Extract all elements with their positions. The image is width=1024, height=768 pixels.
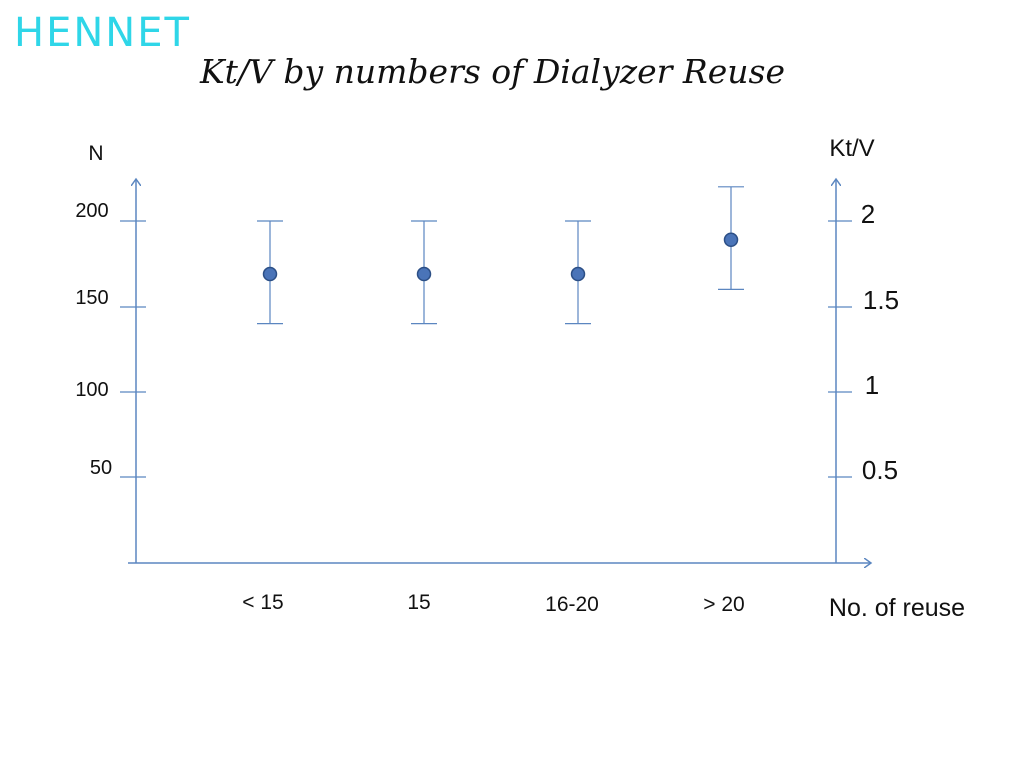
chart-title: Kt/V by numbers of Dialyzer Reuse [200, 52, 785, 91]
right-tick-label: 1.5 [863, 285, 899, 315]
data-point [723, 232, 739, 248]
category-label: < 15 [242, 591, 283, 614]
left-tick-label: 200 [75, 200, 108, 222]
left-axis-label: N [88, 142, 103, 165]
left-tick-label: 100 [75, 379, 108, 401]
right-tick-label: 1 [865, 370, 879, 400]
left-axis-ticks: 200 150 100 50 [75, 200, 146, 479]
right-axis-label: Kt/V [829, 135, 874, 162]
left-tick-label: 50 [90, 457, 112, 479]
data-point [570, 266, 586, 282]
category-label: 15 [407, 591, 430, 614]
x-axis-label: No. of reuse [829, 594, 965, 622]
right-tick-label: 2 [861, 199, 875, 229]
right-axis-ticks: 2 1.5 1 0.5 [828, 199, 899, 485]
category-label: > 20 [703, 593, 744, 616]
data-points [257, 186, 744, 325]
data-point [262, 266, 278, 282]
left-tick-label: 150 [75, 287, 108, 309]
data-point [416, 266, 432, 282]
x-axis-category-labels: < 15 15 16-20 > 20 [242, 591, 744, 616]
category-label: 16-20 [545, 593, 599, 616]
right-tick-label: 0.5 [862, 455, 898, 485]
logo-text: HENNET [14, 10, 191, 56]
